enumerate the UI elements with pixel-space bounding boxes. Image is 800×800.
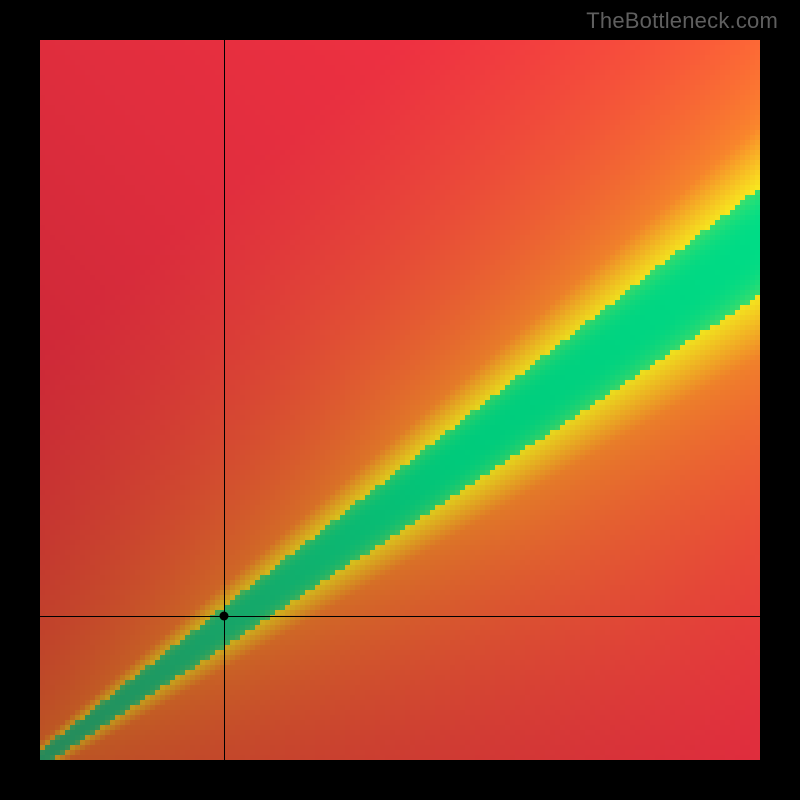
chart-container: TheBottleneck.com: [0, 0, 800, 800]
plot-area: [40, 40, 760, 760]
crosshair-marker: [219, 612, 228, 621]
crosshair-horizontal: [40, 616, 760, 617]
watermark-text: TheBottleneck.com: [586, 8, 778, 34]
heatmap-canvas: [40, 40, 760, 760]
crosshair-vertical: [224, 40, 225, 760]
